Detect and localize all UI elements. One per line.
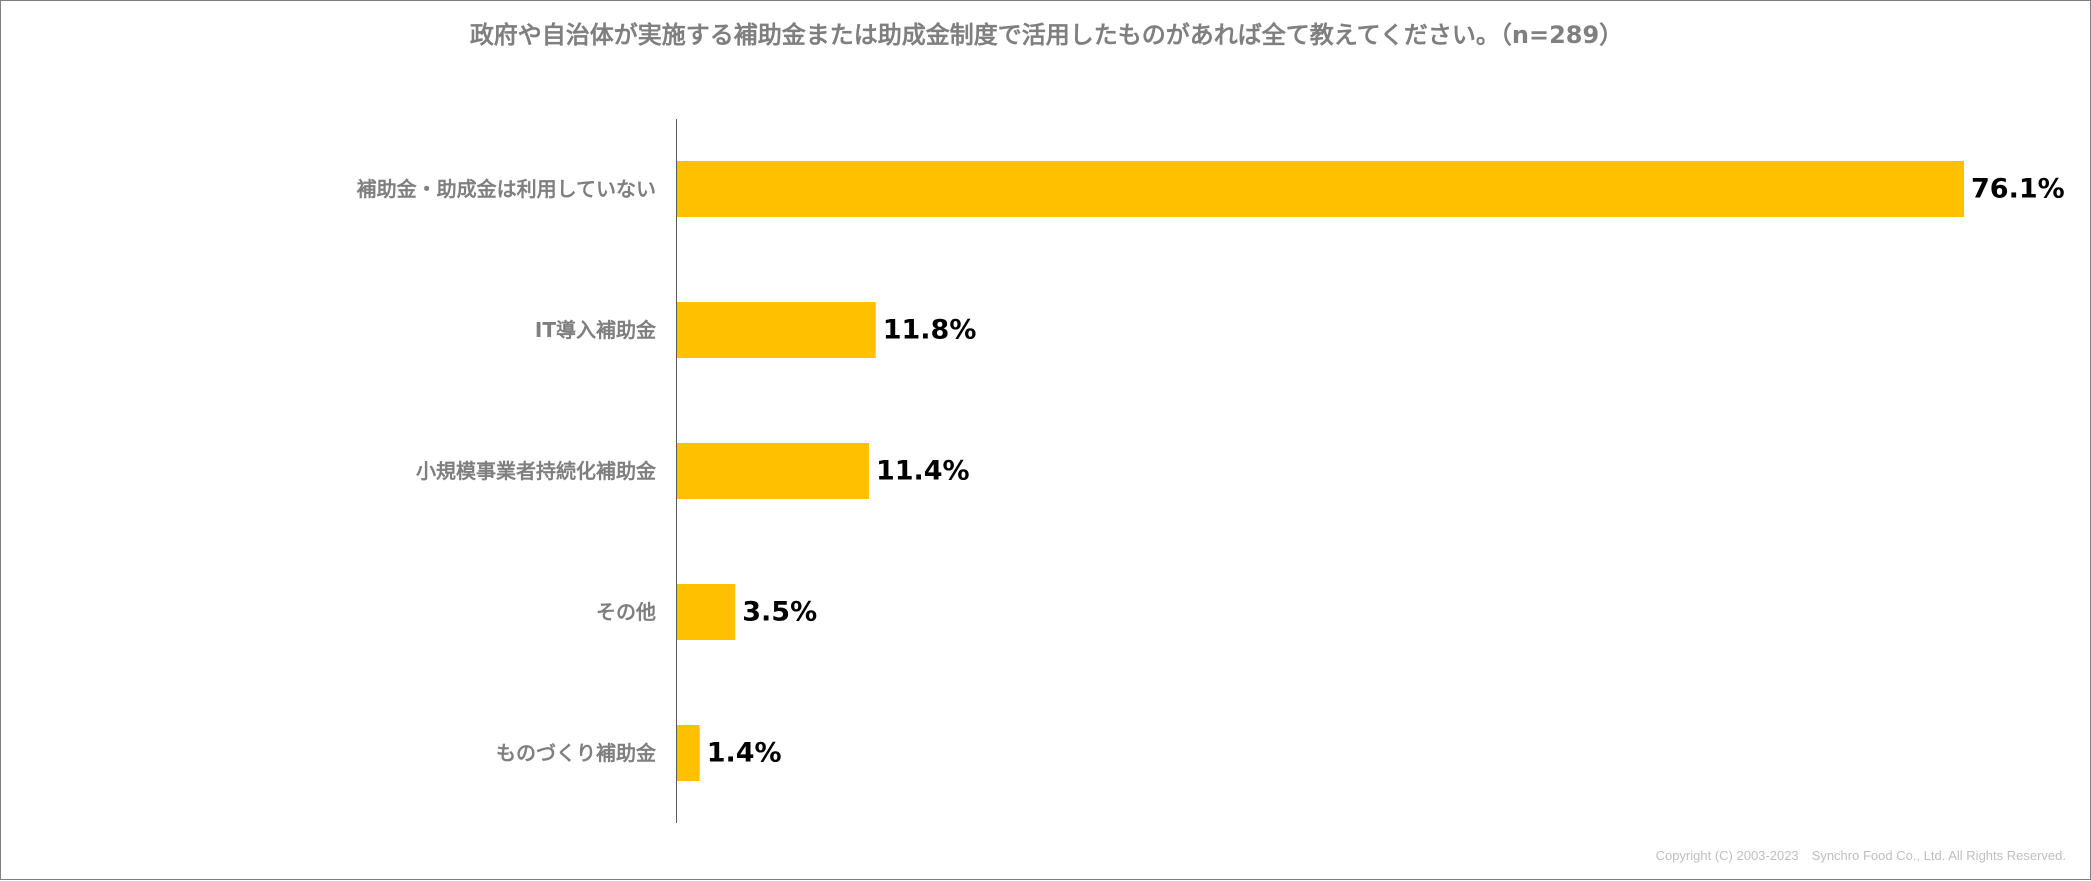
copyright-notice: Copyright (C) 2003-2023 Synchro Food Co.… (1655, 848, 2066, 863)
value-label-3: 3.5% (742, 597, 817, 628)
bar-3 (676, 584, 736, 640)
bar-4 (676, 725, 700, 781)
bar-0 (676, 161, 1964, 217)
bar-1 (676, 302, 876, 358)
category-label-3: その他 (596, 600, 656, 624)
category-labels: 補助金・助成金は利用していない IT導入補助金小規模事業者持続化補助金その他ものづ… (356, 177, 657, 765)
category-label-1: IT導入補助金 (535, 318, 657, 342)
value-label-1: 11.8% (883, 315, 977, 346)
value-label-2: 11.4% (876, 456, 970, 487)
chart-title: 政府や自治体が実施する補助金または助成金制度で活用したものがあれば全て教えてくだ… (469, 21, 1624, 49)
value-label-4: 1.4% (707, 738, 782, 769)
category-label-4: ものづくり補助金 (496, 741, 657, 765)
bars-layer (676, 161, 1964, 781)
value-labels: 76.1% 11.8% 11.4% 3.5% 1.4% (707, 174, 2065, 769)
category-label-2: 小規模事業者持続化補助金 (416, 459, 657, 483)
category-label-0: 補助金・助成金は利用していない (356, 177, 656, 201)
value-label-0: 76.1% (1971, 174, 2065, 205)
bar-2 (676, 443, 869, 499)
